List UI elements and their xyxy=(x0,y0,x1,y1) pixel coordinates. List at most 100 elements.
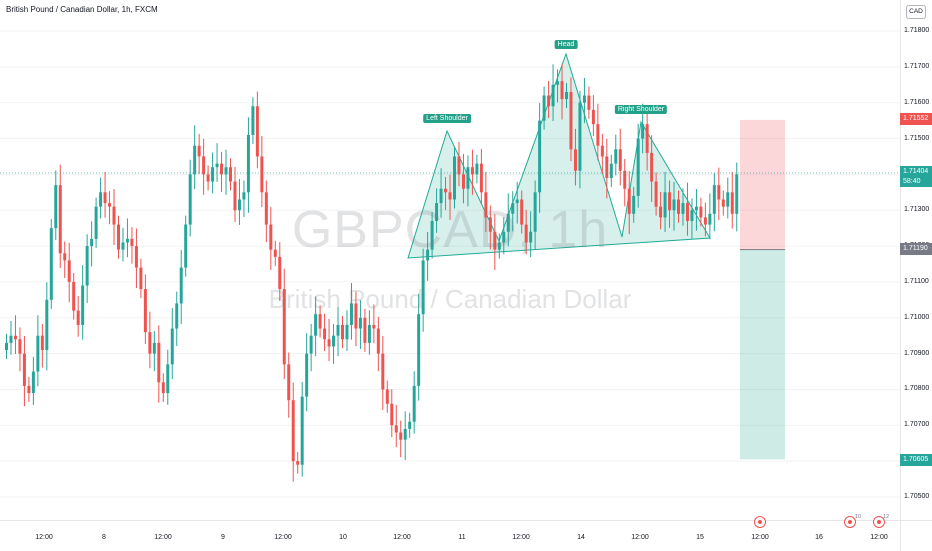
candle-body xyxy=(381,353,385,390)
candle-body xyxy=(332,335,336,347)
candle-body xyxy=(85,246,89,286)
candle-body xyxy=(296,461,300,465)
candle-body xyxy=(623,170,627,189)
price-tick-label: 1.71300 xyxy=(904,206,930,214)
candle-body xyxy=(578,102,582,171)
left-shoulder-label[interactable]: Left Shoulder xyxy=(423,114,471,123)
symbol-title[interactable]: British Pound / Canadian Dollar, 1h, FXC… xyxy=(6,5,158,14)
head-label[interactable]: Head xyxy=(554,40,578,49)
candle-body xyxy=(587,95,591,110)
candle-body xyxy=(529,231,533,243)
candle-body xyxy=(117,224,120,250)
candle-body xyxy=(408,421,412,429)
candle-body xyxy=(305,353,309,397)
candle-body xyxy=(139,267,143,290)
price-tick-label: 1.71700 xyxy=(904,62,930,70)
candle-body xyxy=(184,224,188,268)
time-tick-label: 12:00 xyxy=(393,534,411,541)
candle-body xyxy=(211,167,215,182)
candle-body xyxy=(663,192,667,218)
candle-body xyxy=(475,163,479,175)
candle-body xyxy=(81,285,85,325)
candle-body xyxy=(345,324,349,340)
candle-body xyxy=(152,342,156,354)
candle-body xyxy=(430,220,434,250)
candle-body xyxy=(314,314,318,336)
candle-body xyxy=(255,106,259,157)
candle-body xyxy=(726,192,730,207)
candle-body xyxy=(390,403,394,426)
time-tick-label: 9 xyxy=(221,534,225,541)
candle-body xyxy=(614,149,618,164)
canada-flag-icon[interactable] xyxy=(873,516,885,528)
candle-body xyxy=(582,95,586,103)
current-price-tag: 1.71404 58:40 xyxy=(900,166,932,187)
chart-area[interactable]: British Pound / Canadian Dollar, 1h, FXC… xyxy=(0,0,900,520)
candle-body xyxy=(453,156,456,200)
candle-body xyxy=(685,203,689,221)
watermark-symbol: GBPCAD, 1h xyxy=(291,201,609,259)
price-tick-label: 1.70900 xyxy=(904,349,930,357)
time-tick-label: 10 xyxy=(339,534,347,541)
candle-body xyxy=(327,339,331,347)
candle-body xyxy=(399,432,403,440)
time-tick-label: 15 xyxy=(696,534,704,541)
time-tick-label: 16 xyxy=(815,534,823,541)
candle-body xyxy=(672,199,676,211)
candle-body xyxy=(372,324,376,329)
candle-body xyxy=(67,260,71,282)
time-axis[interactable] xyxy=(0,520,900,551)
candle-body xyxy=(560,81,564,100)
candle-body xyxy=(157,342,161,383)
candle-body xyxy=(654,181,658,207)
candle-body xyxy=(699,206,703,218)
candle-body xyxy=(161,382,165,394)
candle-body xyxy=(341,324,344,340)
candle-body xyxy=(511,203,515,214)
candle-body xyxy=(58,185,62,254)
candle-body xyxy=(202,156,206,175)
time-tick-label: 12:00 xyxy=(751,534,769,541)
candle-body xyxy=(632,195,636,214)
price-tick-label: 1.70500 xyxy=(904,493,930,500)
candle-body xyxy=(349,303,353,325)
price-axis[interactable] xyxy=(900,0,932,520)
time-tick-label: 11 xyxy=(458,534,466,541)
candle-body xyxy=(435,203,439,221)
candle-body xyxy=(193,145,197,175)
candle-body xyxy=(108,203,112,207)
candle-body xyxy=(600,145,604,157)
candle-body xyxy=(533,192,537,232)
right-shoulder-label[interactable]: Right Shoulder xyxy=(614,105,668,114)
candle-body xyxy=(125,238,129,243)
candle-body xyxy=(363,317,367,343)
candle-body xyxy=(493,231,497,250)
uk-flag-icon[interactable] xyxy=(844,516,856,528)
candle-body xyxy=(542,95,546,121)
candle-body xyxy=(703,217,707,225)
candle-body xyxy=(439,188,443,204)
candle-body xyxy=(260,156,264,193)
candle-body xyxy=(121,242,125,250)
candle-body xyxy=(72,281,76,311)
price-tick-label: 1.71600 xyxy=(904,98,930,106)
candle-body xyxy=(461,174,465,189)
candle-body xyxy=(18,339,22,354)
candle-body xyxy=(31,371,35,394)
candle-body xyxy=(278,256,282,290)
candlestick-chart[interactable] xyxy=(0,0,900,520)
canada-flag-icon[interactable] xyxy=(754,516,766,528)
candle-body xyxy=(677,199,680,214)
candle-body xyxy=(502,231,506,243)
candle-body xyxy=(641,124,645,139)
candle-body xyxy=(565,91,568,100)
candle-body xyxy=(309,335,313,354)
time-tick-label: 12:00 xyxy=(35,534,53,541)
price-tick-label: 1.70800 xyxy=(904,385,930,393)
candle-body xyxy=(36,335,40,372)
candle-body xyxy=(470,167,474,175)
candle-body xyxy=(112,206,116,225)
time-tick-label: 12:00 xyxy=(154,534,172,541)
candle-body xyxy=(394,425,398,433)
currency-badge[interactable]: CAD xyxy=(906,5,926,19)
